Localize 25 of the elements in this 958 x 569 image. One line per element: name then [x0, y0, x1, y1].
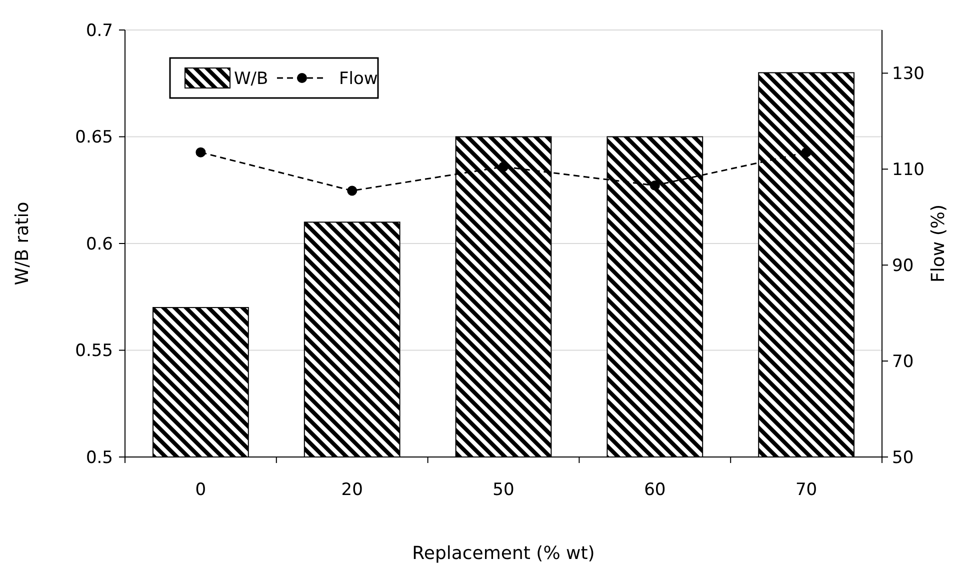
- x-tick-label: 0: [195, 480, 206, 500]
- y-tick-label: 0.55: [75, 341, 113, 362]
- y2-tick-label: 50: [892, 448, 914, 468]
- y2-tick-label: 130: [892, 64, 924, 84]
- y-tick-label: 0.5: [86, 448, 113, 468]
- legend-label: W/B: [234, 68, 268, 89]
- x-axis-title: Replacement (% wt): [412, 543, 595, 564]
- point: [498, 162, 508, 172]
- x-tick-label: 20: [341, 480, 363, 500]
- point: [196, 147, 206, 158]
- y-tick-label: 0.7: [86, 20, 113, 41]
- y2-tick-label: 70: [892, 352, 914, 372]
- y-axis-title: W/B ratio: [12, 202, 33, 286]
- y-tick-label: 0.65: [75, 128, 113, 148]
- point: [347, 186, 358, 196]
- point: [801, 147, 812, 158]
- y2-axis-title: Flow (%): [928, 204, 949, 282]
- y2-tick-label: 90: [892, 256, 914, 276]
- x-tick-label: 70: [795, 480, 818, 500]
- legend-label: Flow: [339, 68, 378, 89]
- y-tick-label: 0.6: [86, 234, 113, 254]
- y2-tick-label: 110: [892, 160, 924, 180]
- point: [650, 180, 660, 190]
- x-tick-label: 60: [644, 480, 666, 500]
- x-tick-label: 50: [492, 480, 514, 500]
